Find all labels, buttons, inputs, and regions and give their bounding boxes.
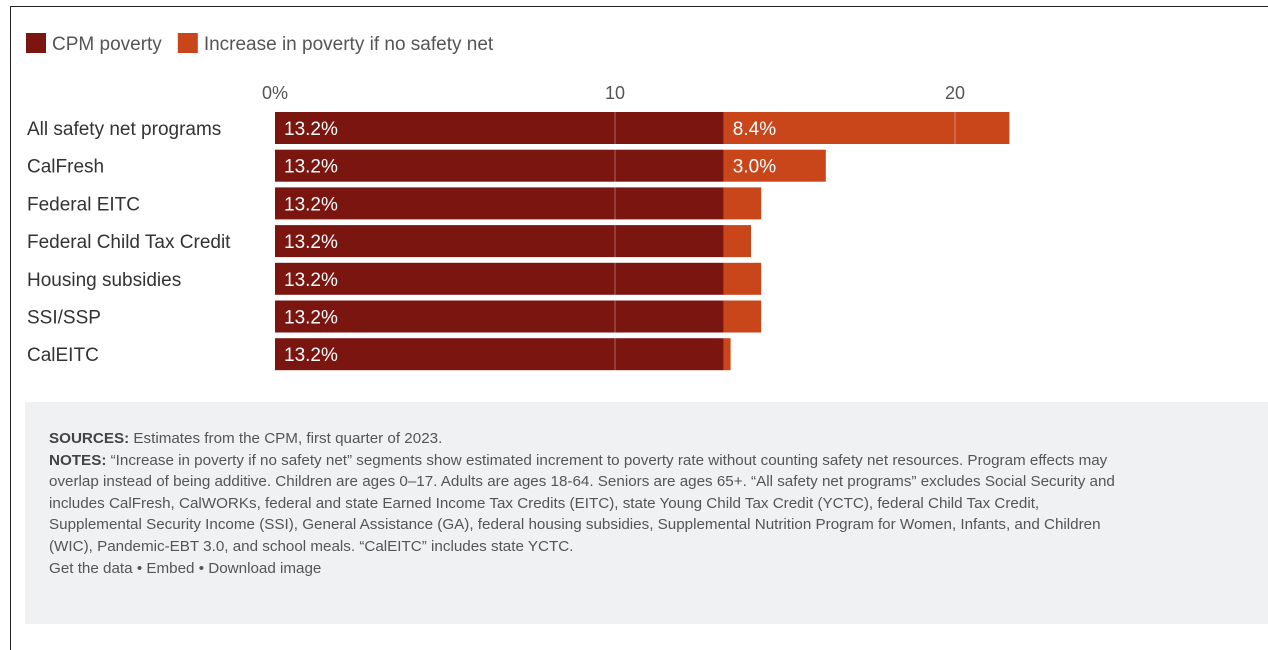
get-the-data-link[interactable]: Get the data (49, 559, 133, 577)
bar-increase-no-safety-net (723, 262, 762, 295)
legend-label-1: CPM poverty (52, 34, 162, 55)
bar-chart: CPM poverty Increase in poverty if no saf… (26, 33, 1010, 372)
notes-line-5: (WIC), Pandemic-EBT 3.0, and school meal… (49, 537, 574, 555)
bar-increase-no-safety-net (723, 149, 826, 182)
bar-increase-no-safety-net (723, 338, 731, 371)
footer-links: Get the data • Embed • Download image (49, 558, 1258, 580)
link-separator: • (194, 559, 209, 577)
download-image-link[interactable]: Download image (208, 559, 322, 577)
sources-line: SOURCES: Estimates from the CPM, first q… (49, 428, 1258, 450)
embed-link[interactable]: Embed (146, 559, 195, 577)
notes-text: “Increase in poverty if no safety net” s… (106, 451, 1108, 469)
link-separator: • (132, 559, 147, 577)
data-label: 13.2% (284, 232, 338, 253)
bar-increase-no-safety-net (723, 187, 762, 220)
notes-line-2: overlap instead of being additive. Child… (49, 473, 1115, 491)
data-label: 8.4% (733, 119, 776, 140)
chart-frame (10, 6, 1268, 650)
sources-text: Estimates from the CPM, first quarter of… (129, 430, 443, 447)
category-label: Federal EITC (27, 194, 140, 215)
category-label: CalFresh (27, 157, 104, 178)
notes-panel: SOURCES: Estimates from the CPM, first q… (25, 402, 1268, 624)
legend-label-2: Increase in poverty if no safety net (204, 34, 494, 55)
bar-cpm-poverty (275, 225, 724, 258)
x-tick-label: 20 (945, 83, 965, 103)
notes-label: NOTES: (49, 451, 107, 469)
x-tick-label: 0% (262, 83, 288, 103)
bar-cpm-poverty (275, 149, 724, 182)
bar-cpm-poverty (275, 262, 724, 295)
bar-cpm-poverty (275, 112, 724, 144)
data-label: 13.2% (284, 119, 338, 140)
notes-line-3: includes CalFresh, CalWORKs, federal and… (49, 494, 1040, 512)
category-label: SSI/SSP (27, 308, 101, 329)
bar-increase-no-safety-net (723, 300, 762, 333)
bar-increase-no-safety-net (723, 225, 751, 258)
notes-line-1: NOTES: “Increase in poverty if no safety… (49, 450, 1258, 472)
x-tick-label: 10 (605, 83, 625, 103)
data-label: 13.2% (284, 345, 338, 366)
bar-cpm-poverty (275, 300, 724, 333)
legend-swatch-2 (177, 33, 198, 53)
legend-swatch-1 (26, 33, 46, 53)
data-label: 13.2% (284, 308, 338, 329)
sources-label: SOURCES: (49, 430, 130, 447)
bar-increase-no-safety-net (723, 112, 1010, 144)
category-label: CalEITC (27, 345, 99, 366)
data-label: 13.2% (284, 194, 338, 215)
data-label: 13.2% (284, 157, 338, 178)
bar-cpm-poverty (275, 187, 724, 220)
notes-line-4: Supplemental Security Income (SSI), Gene… (49, 516, 1101, 534)
category-label: All safety net programs (27, 119, 221, 140)
category-label: Federal Child Tax Credit (27, 232, 231, 253)
bar-cpm-poverty (275, 338, 724, 371)
data-label: 3.0% (733, 157, 776, 178)
data-label: 13.2% (284, 270, 338, 291)
category-label: Housing subsidies (27, 270, 181, 291)
